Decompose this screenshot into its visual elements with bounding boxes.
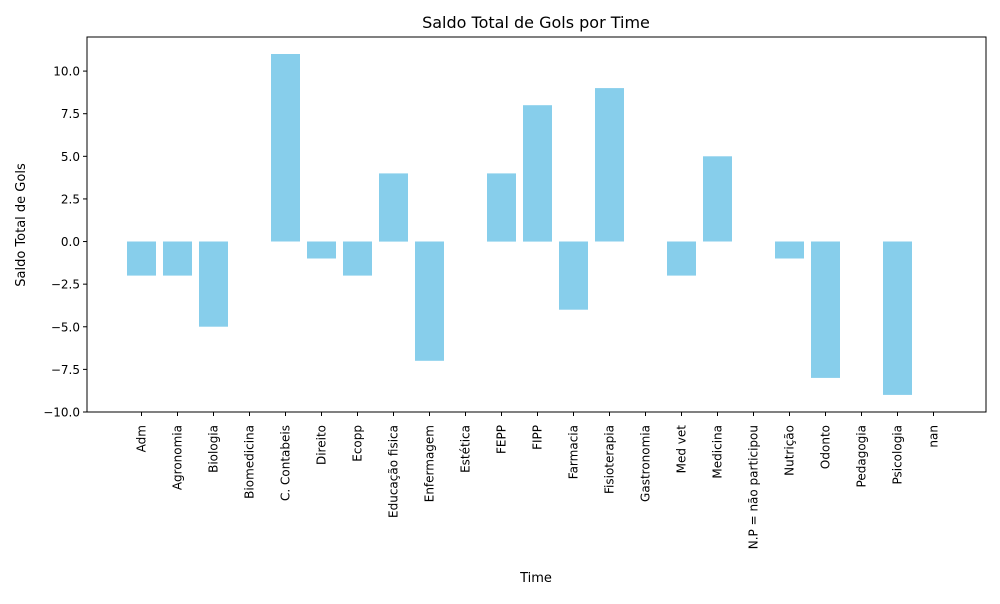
x-tick-label: Direito (315, 425, 329, 465)
bar (271, 54, 300, 242)
bar (667, 241, 696, 276)
x-axis: Adm Agronomia Biologia Biomedicina C. Contab… (135, 412, 941, 549)
bar (559, 241, 588, 310)
bar (775, 241, 804, 259)
x-tick-label: Pedagogia (855, 425, 869, 487)
bar (163, 241, 192, 276)
y-tick-label: 0.0 (61, 235, 80, 249)
x-tick-label: Farmacia (567, 425, 581, 479)
bar (307, 241, 336, 259)
y-tick-label: 7.5 (61, 107, 80, 121)
x-tick-label: Adm (135, 425, 149, 452)
bars-group (127, 54, 912, 395)
y-tick-label: −10.0 (43, 406, 80, 420)
x-axis-label: Time (519, 571, 552, 586)
x-tick-label: Estética (459, 425, 473, 473)
bar (343, 241, 372, 276)
bar (379, 173, 408, 242)
bar (199, 241, 228, 327)
x-tick-label: C. Contabeis (279, 425, 293, 501)
y-tick-label: −2.5 (51, 278, 80, 292)
x-tick-label: Odonto (819, 425, 833, 469)
x-tick-label: Med vet (675, 425, 689, 474)
bar (595, 88, 624, 242)
bar (523, 105, 552, 242)
bar (487, 173, 516, 242)
y-tick-label: −5.0 (51, 320, 80, 334)
x-tick-label: FEPP (495, 425, 509, 454)
x-tick-label: Nutrição (783, 425, 797, 476)
x-tick-label: FIPP (531, 425, 545, 450)
bar (703, 156, 732, 242)
x-tick-label: N.P = não participou (747, 425, 761, 549)
bar (883, 241, 912, 395)
y-axis-label: Saldo Total de Gols (14, 163, 29, 287)
x-tick-label: Ecopp (351, 425, 365, 462)
x-tick-label: Agronomia (171, 425, 185, 490)
x-tick-label: nan (927, 425, 941, 448)
y-tick-label: 5.0 (61, 150, 80, 164)
x-tick-label: Psicologia (891, 425, 905, 485)
y-tick-label: 2.5 (61, 192, 80, 206)
bar (811, 241, 840, 378)
x-tick-label: Gastronomia (639, 425, 653, 502)
chart-title: Saldo Total de Gols por Time (422, 13, 650, 32)
bar (415, 241, 444, 361)
x-tick-label: Fisioterapia (603, 425, 617, 494)
x-tick-label: Medicina (711, 425, 725, 479)
x-tick-label: Enfermagem (423, 425, 437, 502)
y-tick-label: −7.5 (51, 363, 80, 377)
x-tick-label: Biologia (207, 425, 221, 473)
bar (127, 241, 156, 276)
y-axis: −10.0 −7.5 −5.0 −2.5 0.0 2.5 5.0 7.5 10.0 (43, 65, 87, 420)
plot-frame (86, 36, 987, 413)
y-tick-label: 10.0 (53, 65, 80, 79)
x-tick-label: Biomedicina (243, 425, 257, 499)
x-tick-label: Educação fisica (387, 425, 401, 518)
